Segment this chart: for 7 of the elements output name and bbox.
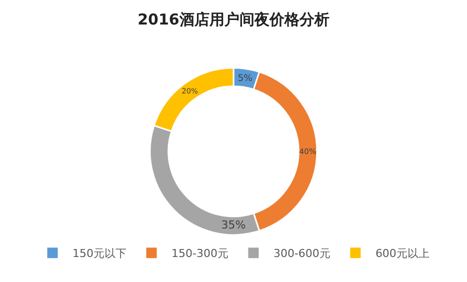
- data-label: 35%: [221, 218, 246, 232]
- legend-label: 600元以上: [375, 247, 430, 260]
- legend-label: 150-300元: [172, 247, 228, 260]
- data-label: 5%: [238, 72, 253, 84]
- legend-label: 300-600元: [273, 247, 330, 260]
- chart-title: 2016酒店用户间夜价格分析: [138, 10, 330, 29]
- legend-label: 150元以下: [72, 247, 126, 260]
